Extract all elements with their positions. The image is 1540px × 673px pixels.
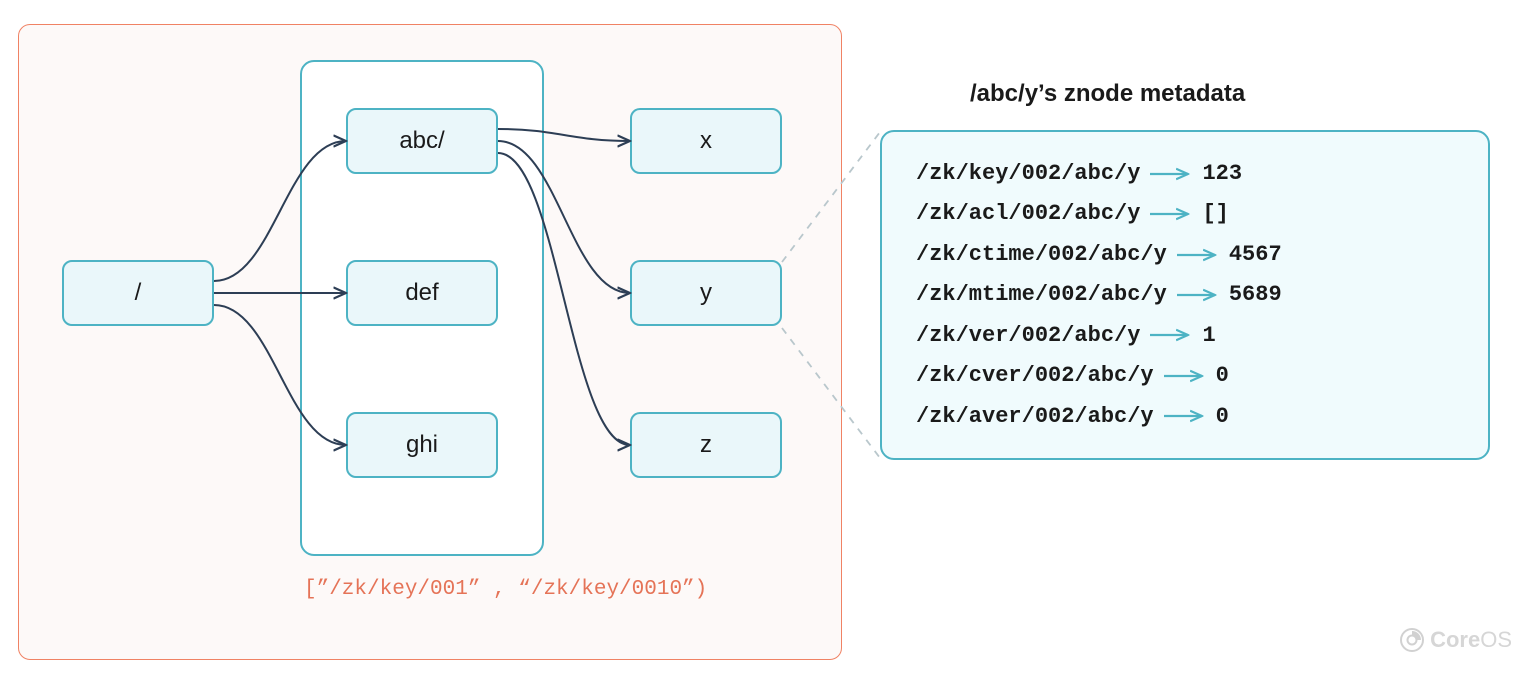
metadata-row: /zk/aver/002/abc/y 0 [916, 399, 1454, 434]
arrow-right-icon [1148, 328, 1194, 342]
metadata-value: 0 [1216, 358, 1229, 393]
arrow-right-icon [1162, 369, 1208, 383]
arrow-right-icon [1148, 207, 1194, 221]
metadata-title: /abc/y’s znode metadata [970, 80, 1245, 108]
metadata-value: 123 [1202, 156, 1242, 191]
metadata-key: /zk/key/002/abc/y [916, 156, 1140, 191]
metadata-row: /zk/mtime/002/abc/y 5689 [916, 277, 1454, 312]
logo-text-light: OS [1480, 627, 1512, 652]
node-x: x [630, 108, 782, 174]
metadata-value: 5689 [1229, 277, 1282, 312]
node-z: z [630, 412, 782, 478]
range-caption: [”/zk/key/001” , “/zk/key/0010”) [304, 578, 707, 601]
arrow-right-icon [1162, 409, 1208, 423]
arrow-right-icon [1175, 248, 1221, 262]
metadata-value: 4567 [1229, 237, 1282, 272]
metadata-key: /zk/ctime/002/abc/y [916, 237, 1167, 272]
metadata-row: /zk/acl/002/abc/y [] [916, 196, 1454, 231]
metadata-value: 1 [1202, 318, 1215, 353]
coreos-logo-icon [1400, 628, 1424, 652]
arrow-right-icon [1148, 167, 1194, 181]
node-y: y [630, 260, 782, 326]
metadata-key: /zk/cver/002/abc/y [916, 358, 1154, 393]
metadata-row: /zk/ctime/002/abc/y 4567 [916, 237, 1454, 272]
node-def: def [346, 260, 498, 326]
coreos-logo: CoreOS [1400, 627, 1512, 653]
logo-text-bold: Core [1430, 627, 1480, 652]
metadata-value: [] [1202, 196, 1228, 231]
metadata-key: /zk/aver/002/abc/y [916, 399, 1154, 434]
metadata-key: /zk/acl/002/abc/y [916, 196, 1140, 231]
diagram-canvas: / abc/def ghi x y z [”/zk/key/001” , “/zk/key… [0, 0, 1540, 673]
metadata-row: /zk/cver/002/abc/y 0 [916, 358, 1454, 393]
arrow-right-icon [1175, 288, 1221, 302]
metadata-key: /zk/ver/002/abc/y [916, 318, 1140, 353]
metadata-panel: /zk/key/002/abc/y123/zk/acl/002/abc/y[]/… [880, 130, 1490, 460]
node-root: / [62, 260, 214, 326]
node-ghi: ghi [346, 412, 498, 478]
node-abc: abc/ [346, 108, 498, 174]
metadata-value: 0 [1216, 399, 1229, 434]
metadata-row: /zk/ver/002/abc/y 1 [916, 318, 1454, 353]
metadata-key: /zk/mtime/002/abc/y [916, 277, 1167, 312]
metadata-row: /zk/key/002/abc/y 123 [916, 156, 1454, 191]
